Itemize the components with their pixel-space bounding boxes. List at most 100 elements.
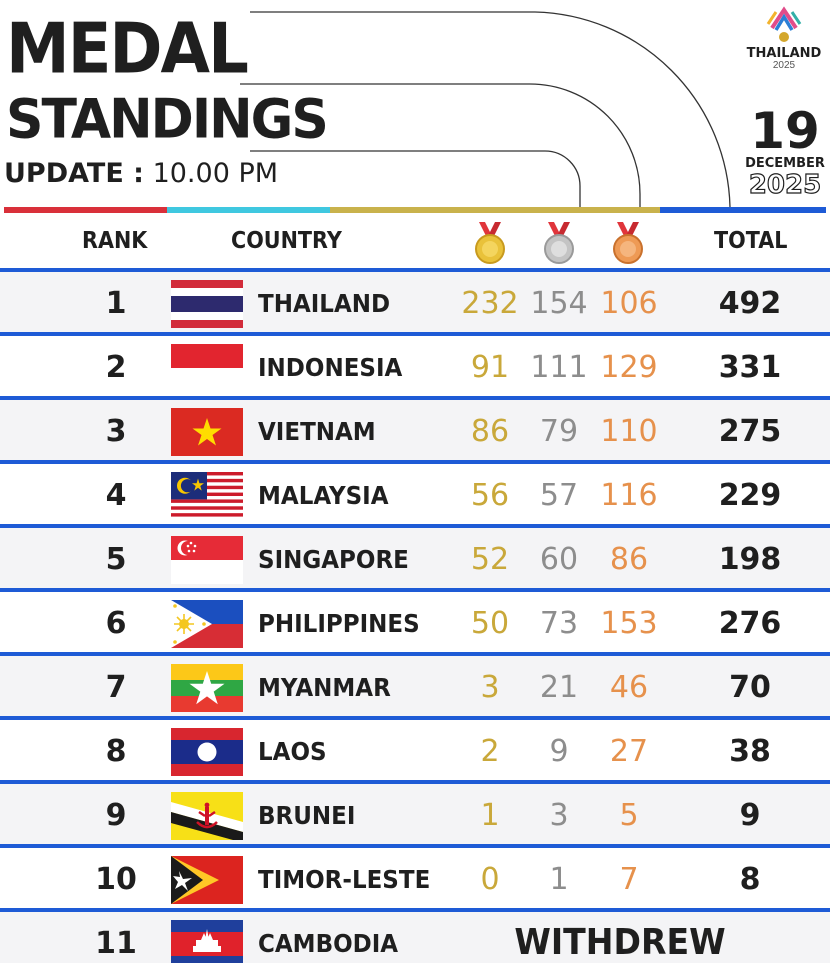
update-label: UPDATE : — [4, 158, 144, 189]
brunei-flag-icon — [171, 792, 243, 840]
rank-header: RANK — [82, 228, 148, 254]
total-count: 275 — [718, 414, 782, 449]
table-row: 7 MYANMAR 3 21 46 70 — [0, 652, 830, 716]
bronze-count: 129 — [600, 350, 658, 385]
update-time: UPDATE : 10.00 PM — [4, 158, 278, 189]
gold-count: 1 — [480, 798, 500, 833]
date-month: DECEMBER — [745, 156, 825, 171]
country-name: VIETNAM — [258, 417, 376, 446]
rank: 10 — [95, 862, 137, 897]
gold-count: 50 — [470, 606, 510, 641]
total-count: 198 — [718, 542, 782, 577]
rank: 11 — [95, 926, 137, 961]
stripe-red — [4, 207, 167, 213]
rank: 3 — [105, 414, 127, 449]
country-name: MALAYSIA — [258, 481, 389, 510]
gold-count: 56 — [470, 478, 510, 513]
country-name: CAMBODIA — [258, 929, 399, 958]
table-row: 8 LAOS 2 9 27 38 — [0, 716, 830, 780]
silver-count: 21 — [539, 670, 579, 705]
decorative-arcs — [240, 11, 731, 208]
country-name: TIMOR-LESTE — [258, 865, 431, 894]
bronze-count: 7 — [619, 862, 639, 897]
rank: 2 — [105, 350, 127, 385]
silver-count: 79 — [539, 414, 579, 449]
table-row: 10 TIMOR-LESTE 0 1 7 8 — [0, 844, 830, 908]
rank: 6 — [105, 606, 127, 641]
country-name: SINGAPORE — [258, 545, 409, 574]
page-title-line1: MEDAL — [6, 10, 249, 90]
table-row: 11 CAMBODIA WITHDREW — [0, 908, 830, 963]
laos-flag-icon — [171, 728, 243, 776]
bronze-medal-icon — [613, 222, 643, 264]
rank: 8 — [105, 734, 127, 769]
silver-medal-icon — [544, 222, 574, 264]
cambodia-flag-icon — [171, 920, 243, 963]
rank: 5 — [105, 542, 127, 577]
country-name: INDONESIA — [258, 353, 403, 382]
table-row: 9 BRUNEI 1 3 5 9 — [0, 780, 830, 844]
total-header: TOTAL — [714, 228, 788, 254]
gold-count: 232 — [461, 286, 519, 321]
date-day: 19 — [750, 102, 820, 160]
rank: 4 — [105, 478, 127, 513]
silver-count: 1 — [549, 862, 569, 897]
rank: 9 — [105, 798, 127, 833]
games-logo: THAILAND 2025 — [742, 6, 826, 86]
table-row: 6 PHILIPPINES 50 73 153 276 — [0, 588, 830, 652]
thailand-flag-icon — [171, 280, 243, 328]
country-name: MYANMAR — [258, 673, 391, 702]
standings-table: 1 THAILAND 232 154 106 492 2 INDONESIA 9… — [0, 268, 830, 963]
table-row: 1 THAILAND 232 154 106 492 — [0, 268, 830, 332]
gold-count: 52 — [470, 542, 510, 577]
gold-count: 2 — [480, 734, 500, 769]
page-title-line2: STANDINGS — [6, 88, 329, 151]
vietnam-flag-icon — [171, 408, 243, 456]
table-row: 4 MALAYSIA 56 57 116 229 — [0, 460, 830, 524]
bronze-count: 153 — [600, 606, 658, 641]
silver-count: 57 — [539, 478, 579, 513]
silver-count: 3 — [549, 798, 569, 833]
table-row: 3 VIETNAM 86 79 110 275 — [0, 396, 830, 460]
country-name: BRUNEI — [258, 801, 356, 830]
date-year: 2025 — [748, 169, 822, 200]
gold-medal-icon — [475, 222, 505, 264]
malaysia-flag-icon — [171, 472, 243, 520]
rank: 1 — [105, 286, 127, 321]
timor-leste-flag-icon — [171, 856, 243, 904]
total-count: 9 — [739, 798, 761, 833]
table-row: 2 INDONESIA 91 111 129 331 — [0, 332, 830, 396]
total-count: 331 — [718, 350, 782, 385]
stripe-blue — [660, 207, 826, 213]
silver-count: 73 — [539, 606, 579, 641]
silver-count: 154 — [530, 286, 588, 321]
update-value: 10.00 PM — [152, 158, 279, 189]
bronze-count: 110 — [600, 414, 658, 449]
total-count: 229 — [718, 478, 782, 513]
total-count: 276 — [718, 606, 782, 641]
bronze-count: 116 — [600, 478, 658, 513]
games-emblem-icon — [766, 6, 802, 42]
stripe-gold — [330, 207, 660, 213]
philippines-flag-icon — [171, 600, 243, 648]
total-count: 8 — [739, 862, 761, 897]
total-count: 38 — [729, 734, 771, 769]
gold-count: 0 — [480, 862, 500, 897]
bronze-count: 86 — [609, 542, 649, 577]
stripe-cyan — [167, 207, 330, 213]
country-header: COUNTRY — [231, 228, 342, 254]
silver-count: 60 — [539, 542, 579, 577]
logo-year: 2025 — [772, 60, 796, 71]
bronze-count: 106 — [600, 286, 658, 321]
indonesia-flag-icon — [171, 344, 243, 392]
gold-count: 91 — [470, 350, 510, 385]
silver-count: 111 — [530, 350, 588, 385]
silver-count: 9 — [549, 734, 569, 769]
gold-count: 86 — [470, 414, 510, 449]
withdrew-status: WITHDREW — [514, 922, 726, 963]
singapore-flag-icon — [171, 536, 243, 584]
logo-name: THAILAND — [746, 46, 822, 61]
bronze-count: 27 — [609, 734, 649, 769]
rank: 7 — [105, 670, 127, 705]
table-row: 5 SINGAPORE 52 60 86 198 — [0, 524, 830, 588]
